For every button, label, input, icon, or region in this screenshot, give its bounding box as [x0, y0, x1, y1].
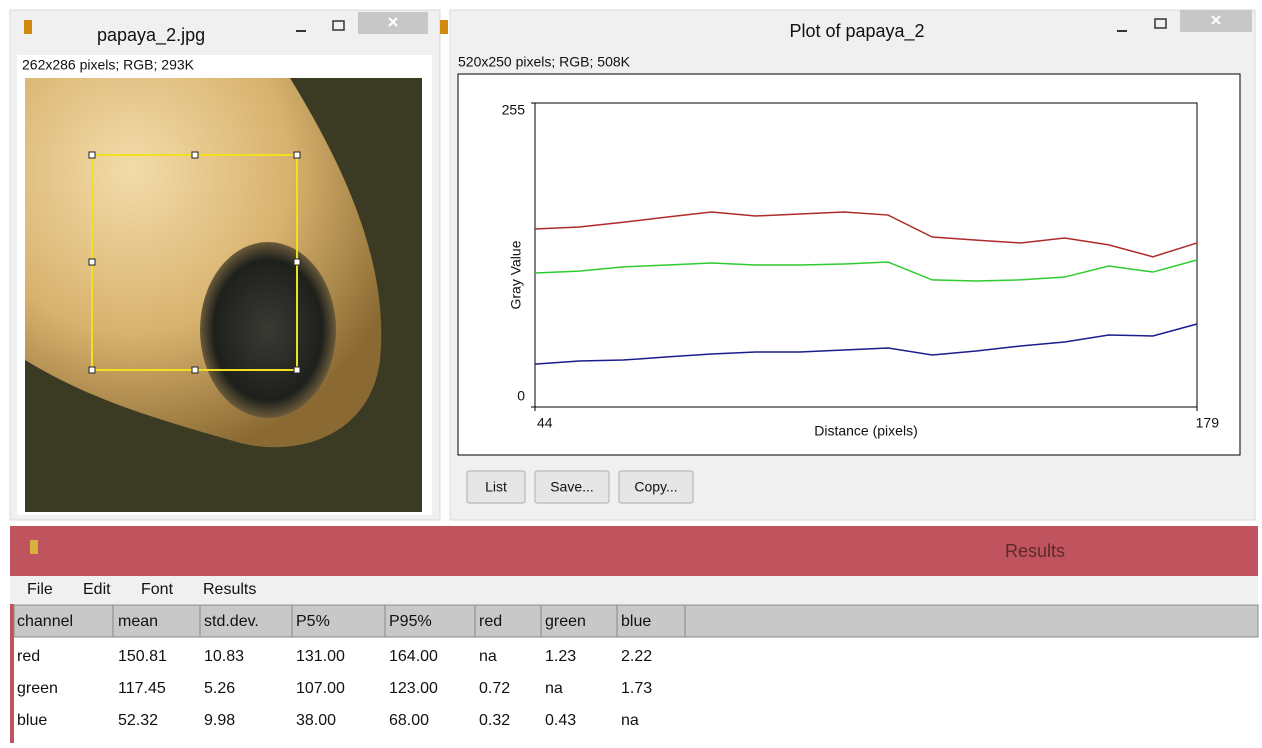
app-icon	[440, 20, 448, 34]
window-title: Plot of papaya_2	[789, 21, 924, 42]
y-axis-label: Gray Value	[508, 240, 524, 309]
table-cell: green	[17, 680, 58, 697]
column-header: blue	[621, 613, 651, 630]
table-cell: 10.83	[204, 648, 244, 665]
table-cell: 0.72	[479, 680, 510, 697]
column-header: channel	[17, 613, 73, 630]
column-header: green	[545, 613, 586, 630]
menu-bar	[10, 576, 1258, 604]
column-header: P95%	[389, 613, 432, 630]
y-tick-label: 255	[502, 102, 526, 118]
menu-item[interactable]: Font	[141, 581, 174, 598]
button-label: List	[485, 479, 507, 495]
x-tick-label: 179	[1196, 415, 1220, 431]
menu-item[interactable]: Results	[203, 581, 256, 598]
x-axis-label: Distance (pixels)	[814, 423, 917, 439]
table-cell: na	[545, 680, 563, 697]
app-icon	[30, 540, 38, 554]
table-cell: 9.98	[204, 712, 235, 729]
minimize-button[interactable]	[1117, 30, 1127, 32]
table-cell: 68.00	[389, 712, 429, 729]
window-border	[10, 604, 14, 743]
menu-item[interactable]: Edit	[83, 581, 111, 598]
plot-info: 520x250 pixels; RGB; 508K	[458, 54, 631, 70]
table-cell: 1.23	[545, 648, 576, 665]
table-cell: 1.73	[621, 680, 652, 697]
plot-window: Plot of papaya_2 520x250 pixels; RGB; 50…	[440, 10, 1255, 520]
button-label: Copy...	[634, 479, 677, 495]
column-header: red	[479, 613, 502, 630]
table-cell: red	[17, 648, 40, 665]
table-cell: 38.00	[296, 712, 336, 729]
table-cell: 5.26	[204, 680, 235, 697]
menu-item[interactable]: File	[27, 581, 53, 598]
y-tick-label: 0	[517, 388, 525, 404]
table-cell: blue	[17, 712, 47, 729]
table-cell: na	[621, 712, 639, 729]
table-cell: 107.00	[296, 680, 345, 697]
table-cell: na	[479, 648, 497, 665]
table-cell: 131.00	[296, 648, 345, 665]
column-header: P5%	[296, 613, 330, 630]
plot-frame	[458, 74, 1240, 455]
minimize-button[interactable]	[296, 30, 306, 32]
window-title: papaya_2.jpg	[97, 25, 205, 46]
column-header: std.dev.	[204, 613, 259, 630]
table-cell: 0.32	[479, 712, 510, 729]
x-tick-label: 44	[537, 415, 553, 431]
image-info: 262x286 pixels; RGB; 293K	[22, 57, 195, 73]
title-bar	[10, 526, 1258, 576]
table-cell: 164.00	[389, 648, 438, 665]
papaya-tip	[200, 242, 336, 418]
table-cell: 52.32	[118, 712, 158, 729]
button-label: Save...	[550, 479, 594, 495]
column-header: mean	[118, 613, 158, 630]
screen: papaya_2.jpg 262x286 pixels; RGB; 293K P…	[0, 0, 1262, 743]
table-cell: 150.81	[118, 648, 167, 665]
image-window: papaya_2.jpg 262x286 pixels; RGB; 293K	[10, 10, 440, 520]
app-icon	[24, 20, 32, 34]
table-cell: 123.00	[389, 680, 438, 697]
table-cell: 2.22	[621, 648, 652, 665]
window-title: Results	[1005, 541, 1065, 561]
table-cell: 117.45	[118, 680, 166, 697]
table-cell: 0.43	[545, 712, 576, 729]
button-bar: List Save... Copy...	[467, 471, 693, 503]
